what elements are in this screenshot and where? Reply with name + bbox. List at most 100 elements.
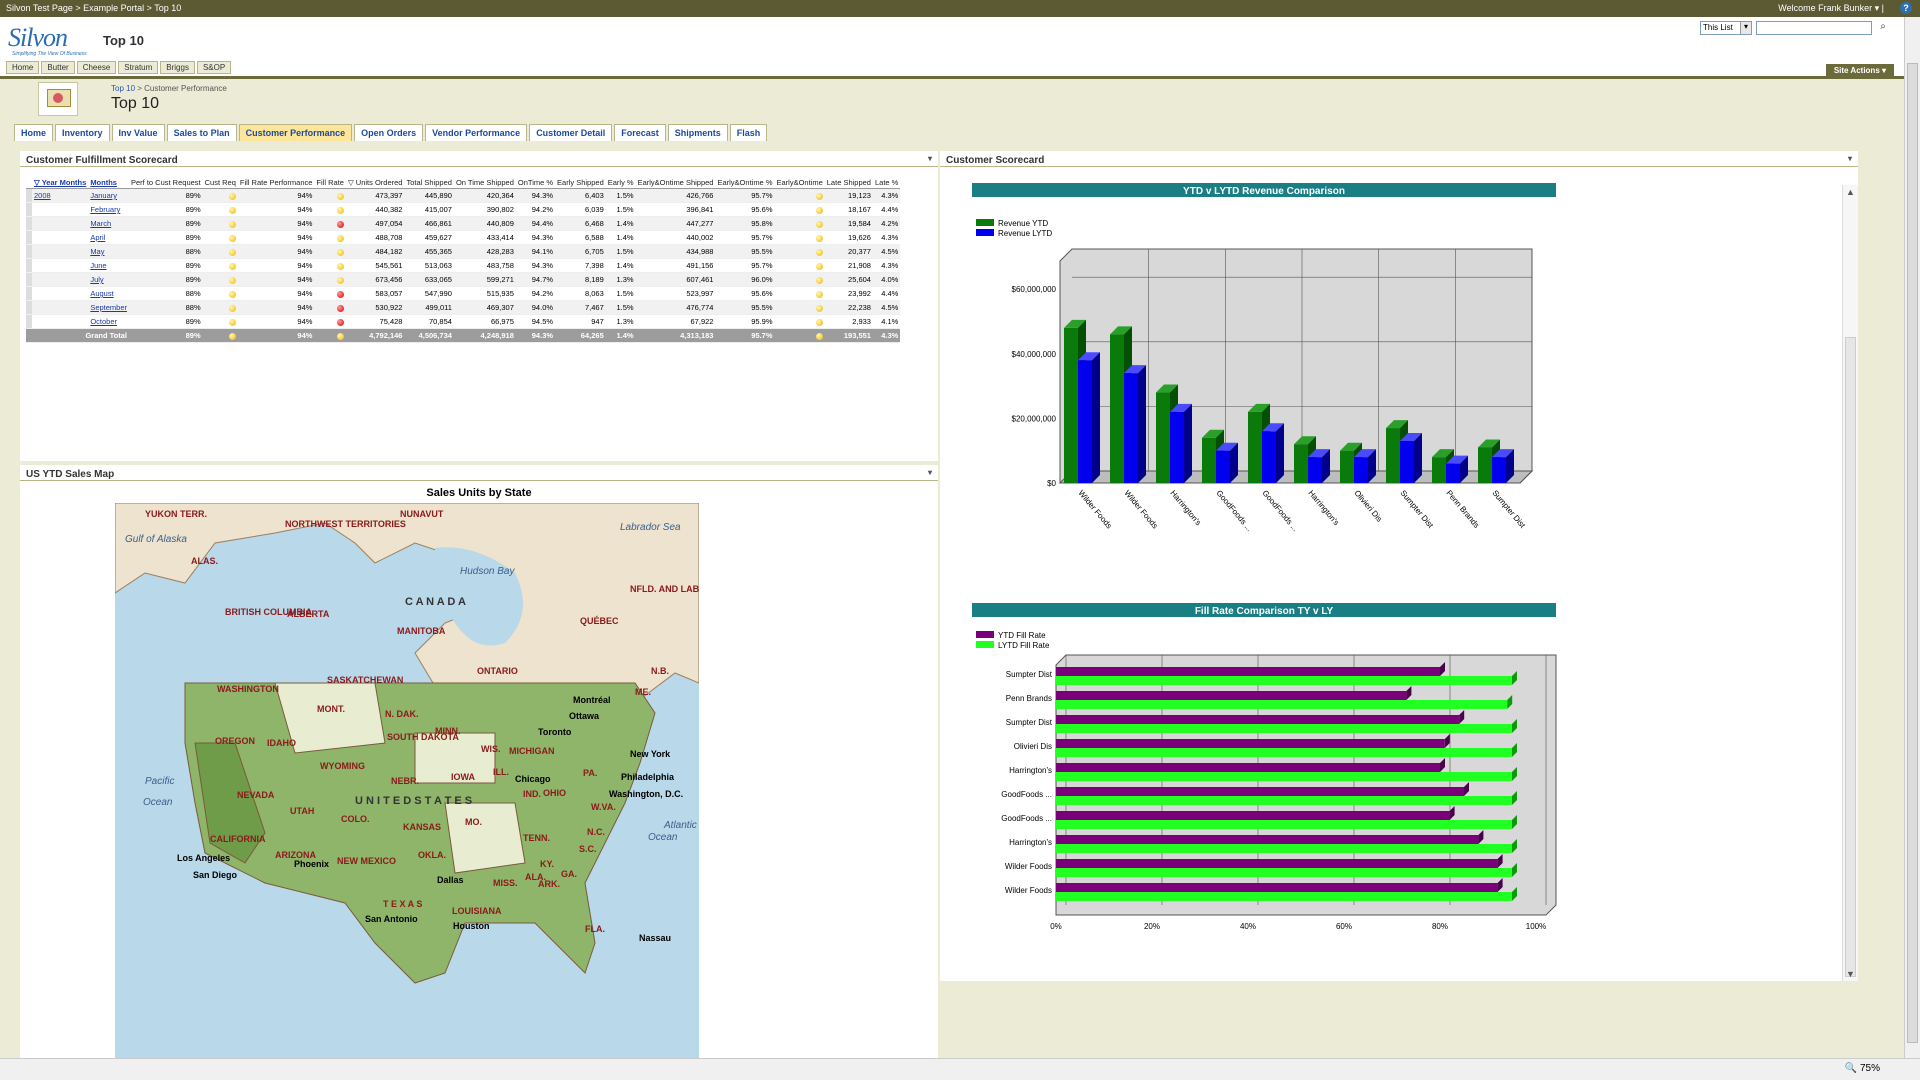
column-header[interactable]: Early&Ontime Shipped	[635, 177, 716, 189]
month-link[interactable]: March	[88, 216, 129, 231]
panel-menu-icon[interactable]: ▾	[1847, 154, 1852, 163]
search-input[interactable]	[1756, 21, 1872, 35]
bar[interactable]	[1248, 411, 1262, 483]
scroll-up-icon[interactable]: ▲	[1846, 187, 1855, 197]
tab-home[interactable]: Home	[14, 124, 54, 141]
row-selector[interactable]	[26, 286, 32, 301]
breadcrumb-top10-link[interactable]: Top 10	[111, 84, 136, 93]
bar[interactable]	[1056, 667, 1440, 676]
row-selector[interactable]	[26, 216, 32, 231]
bar[interactable]	[1170, 411, 1184, 483]
tab-vendor-performance[interactable]: Vendor Performance	[425, 124, 528, 141]
bar[interactable]	[1056, 796, 1512, 805]
tab-forecast[interactable]: Forecast	[614, 124, 666, 141]
row-selector[interactable]	[26, 230, 32, 245]
row-selector[interactable]	[26, 258, 32, 273]
month-link[interactable]: January	[88, 188, 129, 203]
site-nav-item[interactable]: S&OP	[196, 61, 232, 74]
tab-open-orders[interactable]: Open Orders	[354, 124, 424, 141]
column-header[interactable]: Early&Ontime	[774, 177, 825, 189]
column-header[interactable]: ▽ Year Months	[32, 177, 89, 189]
site-nav-item[interactable]: Butter	[41, 61, 75, 74]
bar[interactable]	[1056, 739, 1445, 748]
bar[interactable]	[1294, 444, 1308, 483]
bar[interactable]	[1478, 447, 1492, 483]
bar[interactable]	[1056, 868, 1512, 877]
scroll-down-icon[interactable]: ▼	[1846, 969, 1855, 979]
column-header[interactable]: Perf to Cust Request	[129, 177, 203, 189]
bar[interactable]	[1308, 457, 1322, 483]
bar[interactable]	[1078, 360, 1092, 483]
welcome-menu[interactable]: Welcome Frank Bunker ▾ |	[1778, 3, 1884, 13]
column-header[interactable]: Months	[88, 177, 129, 189]
site-nav-item[interactable]: Home	[6, 61, 40, 74]
panel-menu-icon[interactable]: ▾	[927, 468, 932, 477]
column-header[interactable]: Cust Req	[202, 177, 238, 189]
bar[interactable]	[1056, 748, 1512, 757]
year-link[interactable]: 2008	[32, 188, 89, 203]
bar[interactable]	[1432, 457, 1446, 483]
column-header[interactable]: Fill Rate	[314, 177, 346, 189]
month-link[interactable]: October	[88, 314, 129, 329]
bar[interactable]	[1056, 835, 1479, 844]
page-scroll-thumb[interactable]	[1907, 63, 1918, 1043]
month-link[interactable]: February	[88, 202, 129, 217]
bar[interactable]	[1400, 441, 1414, 483]
site-nav-item[interactable]: Stratum	[118, 61, 159, 74]
row-selector[interactable]	[26, 244, 32, 259]
search-icon[interactable]: ⌕	[1880, 21, 1886, 32]
bar[interactable]	[1056, 811, 1450, 820]
bar[interactable]	[1354, 457, 1368, 483]
bar[interactable]	[1056, 844, 1512, 853]
column-header[interactable]: ▽ Units Ordered	[345, 177, 405, 189]
bar[interactable]	[1216, 450, 1230, 483]
bar[interactable]	[1056, 892, 1512, 901]
bar[interactable]	[1056, 820, 1512, 829]
zoom-level[interactable]: 🔍 75%	[1845, 1063, 1880, 1074]
bar[interactable]	[1056, 763, 1440, 772]
site-nav-item[interactable]: Cheese	[76, 61, 117, 74]
column-header[interactable]: Early Shipped	[555, 177, 606, 189]
tab-shipments[interactable]: Shipments	[667, 124, 728, 141]
column-header[interactable]: Fill Rate Performance	[237, 177, 315, 189]
column-header[interactable]: Late %	[872, 177, 901, 189]
tab-inventory[interactable]: Inventory	[55, 124, 110, 141]
panel-scrollbar[interactable]: ▲ ▼	[1842, 185, 1858, 981]
column-header[interactable]: Total Shipped	[404, 177, 454, 189]
bar[interactable]	[1110, 334, 1124, 483]
tab-sales-to-plan[interactable]: Sales to Plan	[166, 124, 237, 141]
month-link[interactable]: June	[88, 258, 129, 273]
tab-flash[interactable]: Flash	[729, 124, 768, 141]
scroll-thumb[interactable]	[1845, 337, 1856, 977]
bar[interactable]	[1446, 463, 1460, 483]
bar[interactable]	[1056, 724, 1512, 733]
month-link[interactable]: April	[88, 230, 129, 245]
silvon-logo[interactable]: Silvon Simplifying The View Of Business	[8, 23, 98, 57]
row-selector[interactable]	[26, 202, 32, 217]
tab-customer-performance[interactable]: Customer Performance	[238, 124, 353, 141]
bar[interactable]	[1056, 700, 1508, 709]
column-header[interactable]: Late Shipped	[824, 177, 873, 189]
bar[interactable]	[1262, 431, 1276, 483]
site-actions-button[interactable]: Site Actions ▾	[1825, 64, 1894, 77]
bar[interactable]	[1056, 859, 1498, 868]
bar[interactable]	[1492, 457, 1506, 483]
month-link[interactable]: September	[88, 300, 129, 315]
column-header[interactable]: On Time Shipped	[453, 177, 516, 189]
help-icon[interactable]: ?	[1900, 2, 1912, 14]
bar[interactable]	[1340, 450, 1354, 483]
tab-inv-value[interactable]: Inv Value	[111, 124, 165, 141]
global-breadcrumb[interactable]: Silvon Test Page > Example Portal > Top …	[6, 3, 182, 13]
bar[interactable]	[1156, 392, 1170, 483]
month-link[interactable]: July	[88, 272, 129, 287]
column-header[interactable]: Early&Ontime %	[715, 177, 775, 189]
bar[interactable]	[1056, 787, 1464, 796]
bar[interactable]	[1056, 715, 1460, 724]
month-link[interactable]: August	[88, 286, 129, 301]
bar[interactable]	[1064, 327, 1078, 483]
row-selector[interactable]	[26, 300, 32, 315]
column-header[interactable]: Early %	[605, 177, 636, 189]
bar[interactable]	[1056, 883, 1498, 892]
bar[interactable]	[1056, 676, 1512, 685]
